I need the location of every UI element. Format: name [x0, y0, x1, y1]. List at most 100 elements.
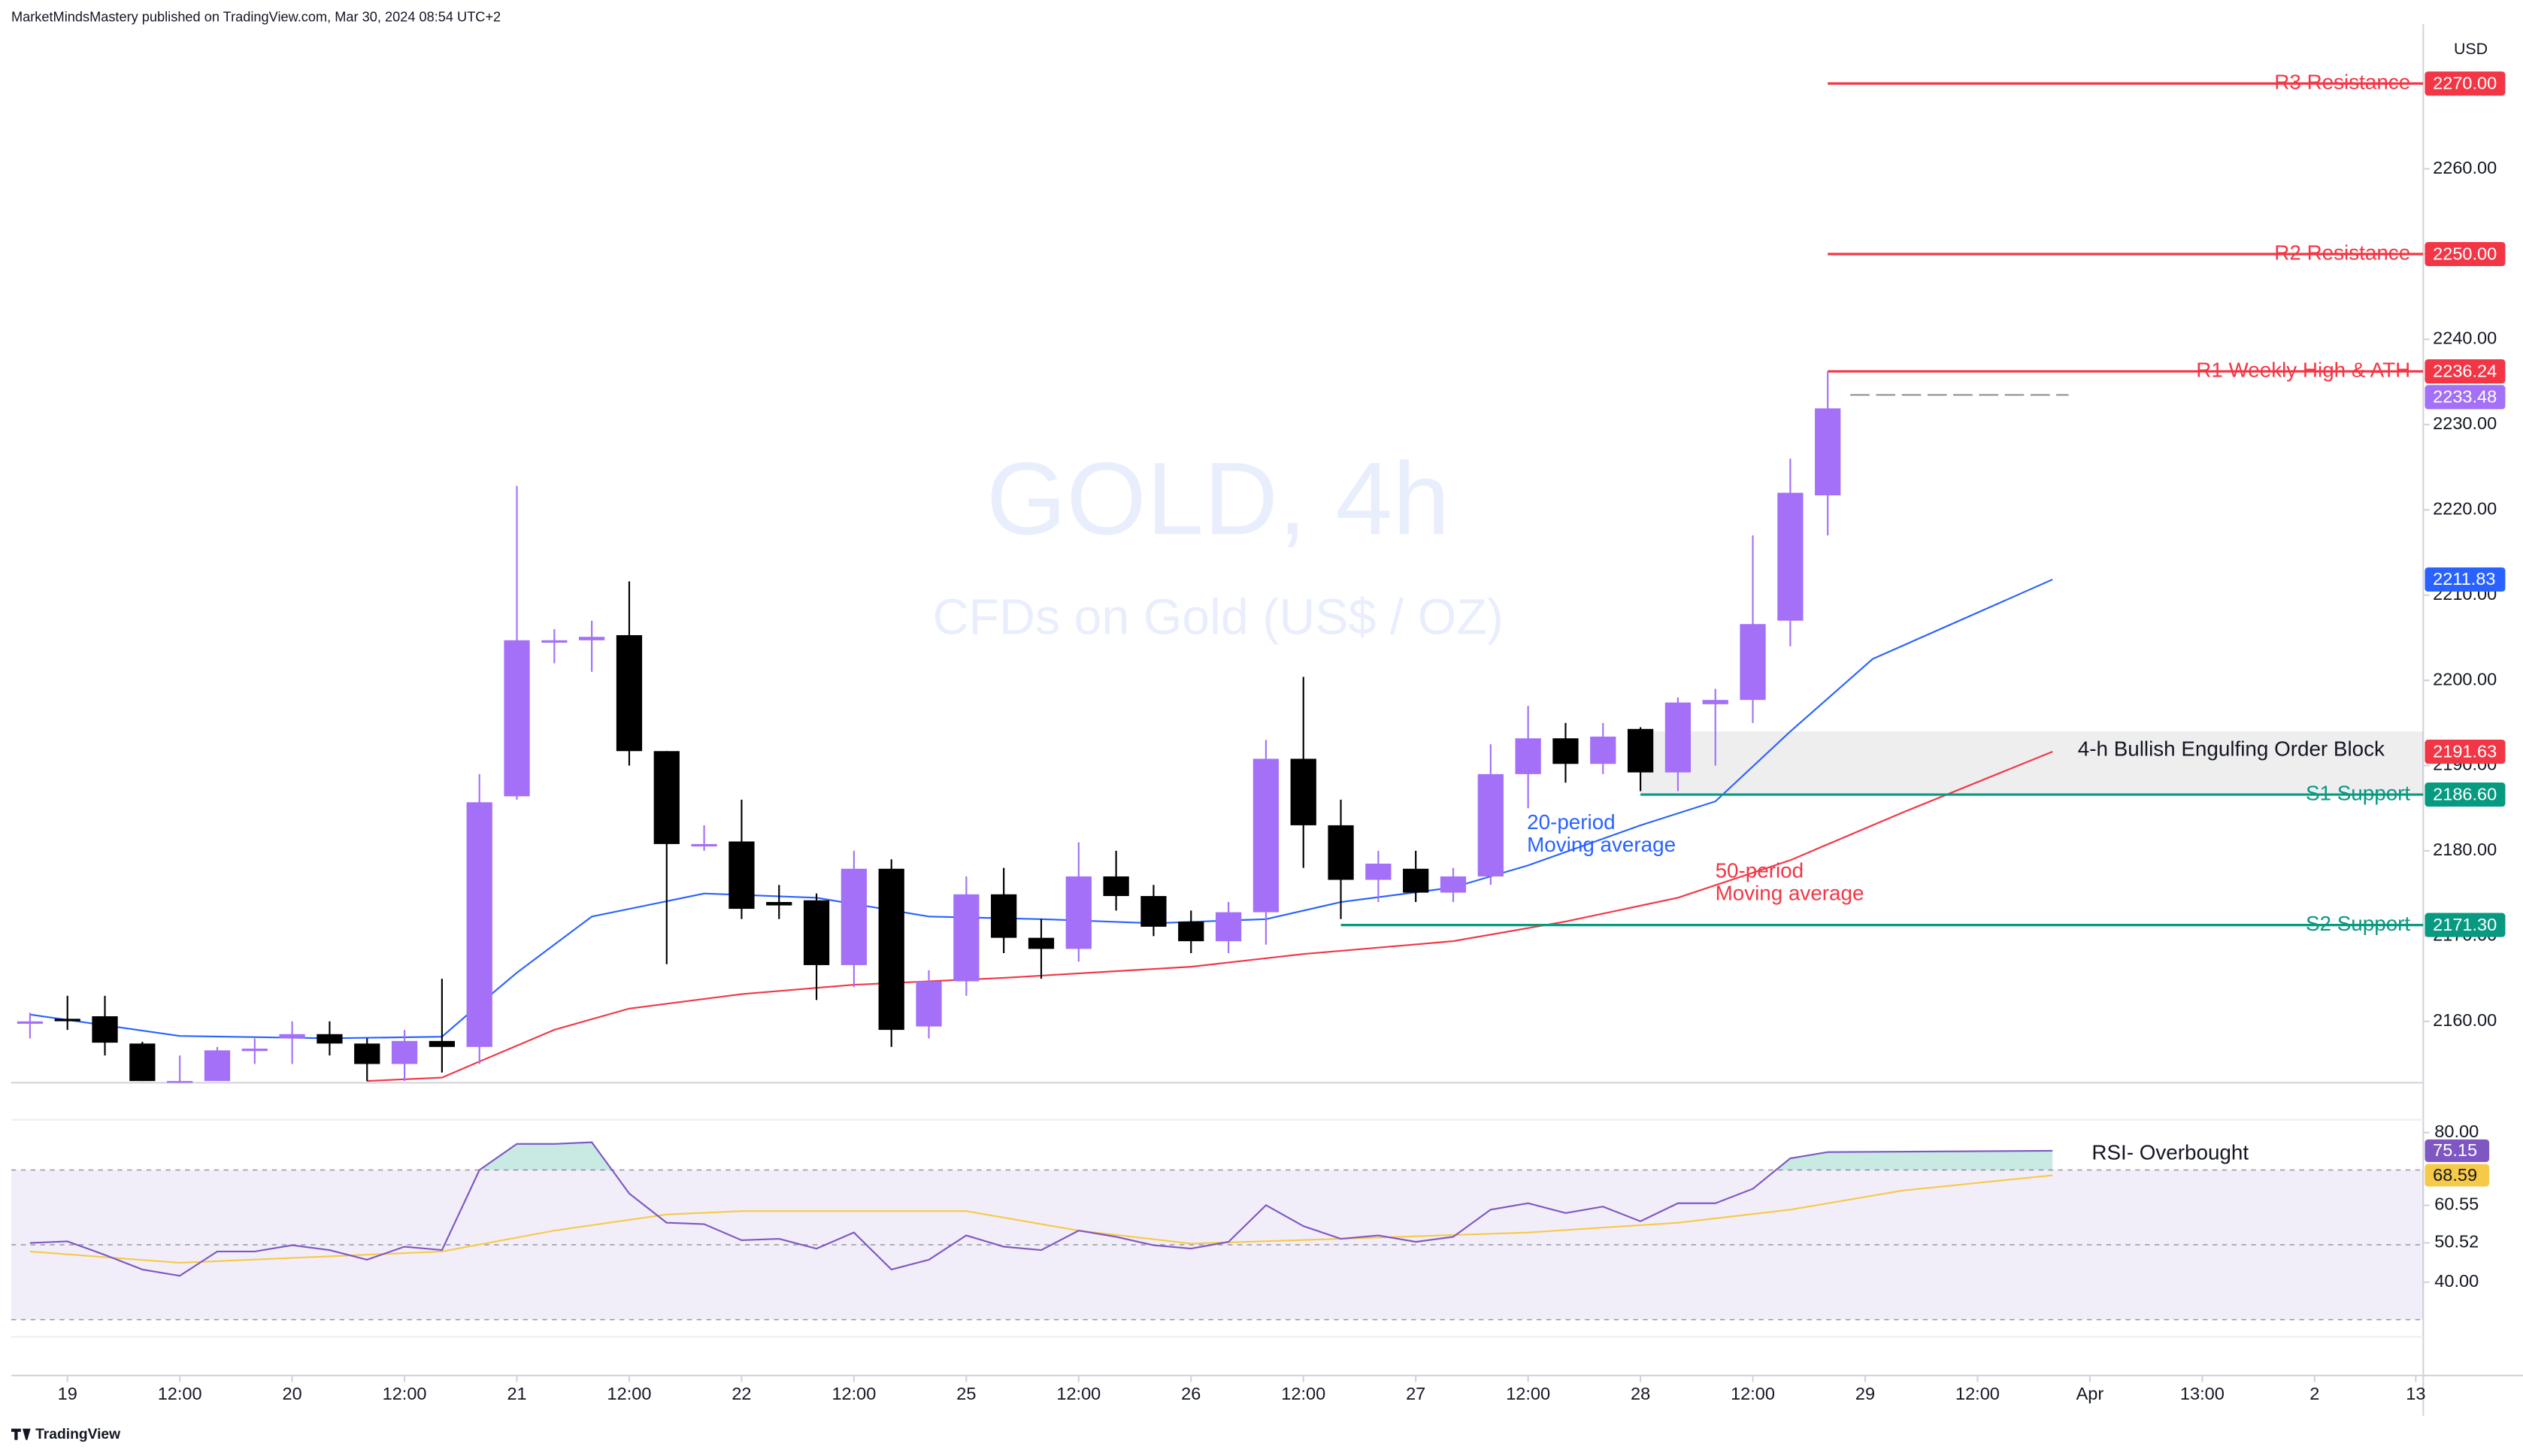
candle-body: [1627, 728, 1654, 773]
x-tick-label: 13:00: [2180, 1384, 2225, 1403]
ma-annotation: 50-period: [1716, 858, 1804, 882]
candle-body: [1252, 758, 1280, 913]
candle-body: [54, 1019, 80, 1022]
candle-body: [541, 640, 568, 643]
price-tag: [2425, 359, 2506, 384]
price-tag-label: 2186.60: [2433, 784, 2497, 804]
level-label: R3 Resistance: [2274, 71, 2410, 94]
x-tick-label: 28: [1631, 1384, 1650, 1403]
candle-body: [840, 868, 868, 965]
candle-body: [1065, 876, 1092, 949]
y-tick-label: 2230.00: [2433, 413, 2497, 433]
watermark-title: GOLD, 4h: [986, 441, 1450, 556]
x-tick-label: 12:00: [1506, 1384, 1550, 1403]
candle-body: [1664, 702, 1692, 773]
y-tick-label: 2180.00: [2433, 840, 2497, 859]
rsi-value-tag: [2425, 1139, 2490, 1162]
candle-body: [916, 981, 942, 1027]
price-tag-label: 2250.00: [2433, 244, 2497, 263]
candle-body: [354, 1043, 380, 1064]
price-tag: [2425, 385, 2506, 410]
level-label: S1 Support: [2306, 781, 2410, 804]
candle-body: [1365, 863, 1392, 880]
ma-annotation: 20-period: [1527, 810, 1616, 834]
price-tag-label: 2236.24: [2433, 361, 2497, 380]
candle-body: [691, 843, 717, 847]
y-tick-label: 2160.00: [2433, 1010, 2497, 1030]
candle-body: [1740, 624, 1766, 701]
x-tick-label: 26: [1181, 1384, 1201, 1403]
price-tag: [2425, 241, 2506, 267]
rsi-overbought-fill: [29, 1142, 2053, 1170]
x-tick-label: 29: [1855, 1384, 1875, 1403]
y-tick-label: 2260.00: [2433, 158, 2497, 177]
candle-body: [1552, 738, 1579, 764]
x-tick-label: 12:00: [607, 1384, 652, 1403]
x-tick-label: 21: [507, 1384, 526, 1403]
candle-body: [466, 802, 492, 1047]
price-tag-label: 2270.00: [2433, 73, 2497, 92]
candle-body: [579, 637, 605, 640]
level-label: R1 Weekly High & ATH: [2196, 358, 2410, 381]
candle-body: [991, 894, 1017, 938]
x-tick-label: 12:00: [1281, 1384, 1325, 1403]
rsi-value-tag-label: 68.59: [2433, 1165, 2477, 1185]
price-tag: [2425, 739, 2506, 764]
y-tick-label: 2200.00: [2433, 669, 2497, 689]
candle-body: [317, 1034, 343, 1044]
candle-body: [653, 751, 680, 844]
candle-body: [1178, 922, 1204, 942]
footer: TradingView: [35, 1427, 121, 1442]
level-label: S2 Support: [2306, 912, 2410, 935]
candle-body: [129, 1043, 156, 1082]
order-block-label: 4-h Bullish Engulfing Order Block: [2078, 737, 2385, 760]
candle-body: [167, 1081, 193, 1083]
candle-body: [17, 1021, 44, 1024]
candle-body: [1477, 773, 1504, 876]
price-tag: [2425, 567, 2506, 592]
rsi-line: [29, 1141, 2053, 1277]
candle-body: [1515, 738, 1541, 774]
candle-body: [766, 901, 792, 906]
y-tick-label: 2220.00: [2433, 498, 2497, 518]
x-tick-label: 12:00: [383, 1384, 427, 1403]
rsi-annotation: RSI- Overbought: [2091, 1140, 2249, 1164]
candle-body: [204, 1050, 231, 1082]
candle-body: [1215, 912, 1242, 942]
rsi-tick-label: 50.52: [2434, 1232, 2479, 1252]
candle-body: [878, 868, 904, 1031]
order-block: [1640, 731, 2424, 795]
rsi-tick-label: 80.00: [2434, 1122, 2479, 1141]
x-tick-label: 22: [731, 1384, 751, 1403]
candle-body: [241, 1049, 268, 1052]
level-label: R2 Resistance: [2274, 241, 2410, 264]
x-tick-label: 27: [1406, 1384, 1425, 1403]
header: MarketMindsMastery published on TradingV…: [11, 9, 501, 24]
footer-logo: [11, 1428, 31, 1440]
currency: USD: [2454, 40, 2488, 58]
x-tick-label: Apr: [2076, 1384, 2104, 1403]
candle-body: [1140, 896, 1167, 927]
watermark-subtitle: CFDs on Gold (US$ / OZ): [933, 590, 1504, 646]
rsi-value-tag: [2425, 1164, 2490, 1187]
candle-body: [429, 1040, 456, 1047]
x-tick-label: 12:00: [158, 1384, 202, 1403]
candle-body: [504, 640, 530, 797]
price-tag-label: 2191.63: [2433, 741, 2497, 761]
candle-body: [1028, 937, 1055, 949]
candle-body: [92, 1016, 118, 1043]
x-tick-label: 20: [283, 1384, 302, 1403]
x-tick-label: 12:00: [831, 1384, 876, 1403]
price-tag-label: 2211.83: [2433, 569, 2495, 589]
x-tick-label: 12:00: [1955, 1384, 2000, 1403]
candle-body: [803, 900, 830, 965]
candle-body: [1403, 868, 1429, 893]
candle-body: [1702, 700, 1728, 704]
rsi-value-tag-label: 75.15: [2433, 1140, 2477, 1160]
price-tag: [2425, 71, 2506, 96]
candle-body: [1590, 736, 1616, 764]
x-tick-label: 13: [2406, 1384, 2425, 1403]
